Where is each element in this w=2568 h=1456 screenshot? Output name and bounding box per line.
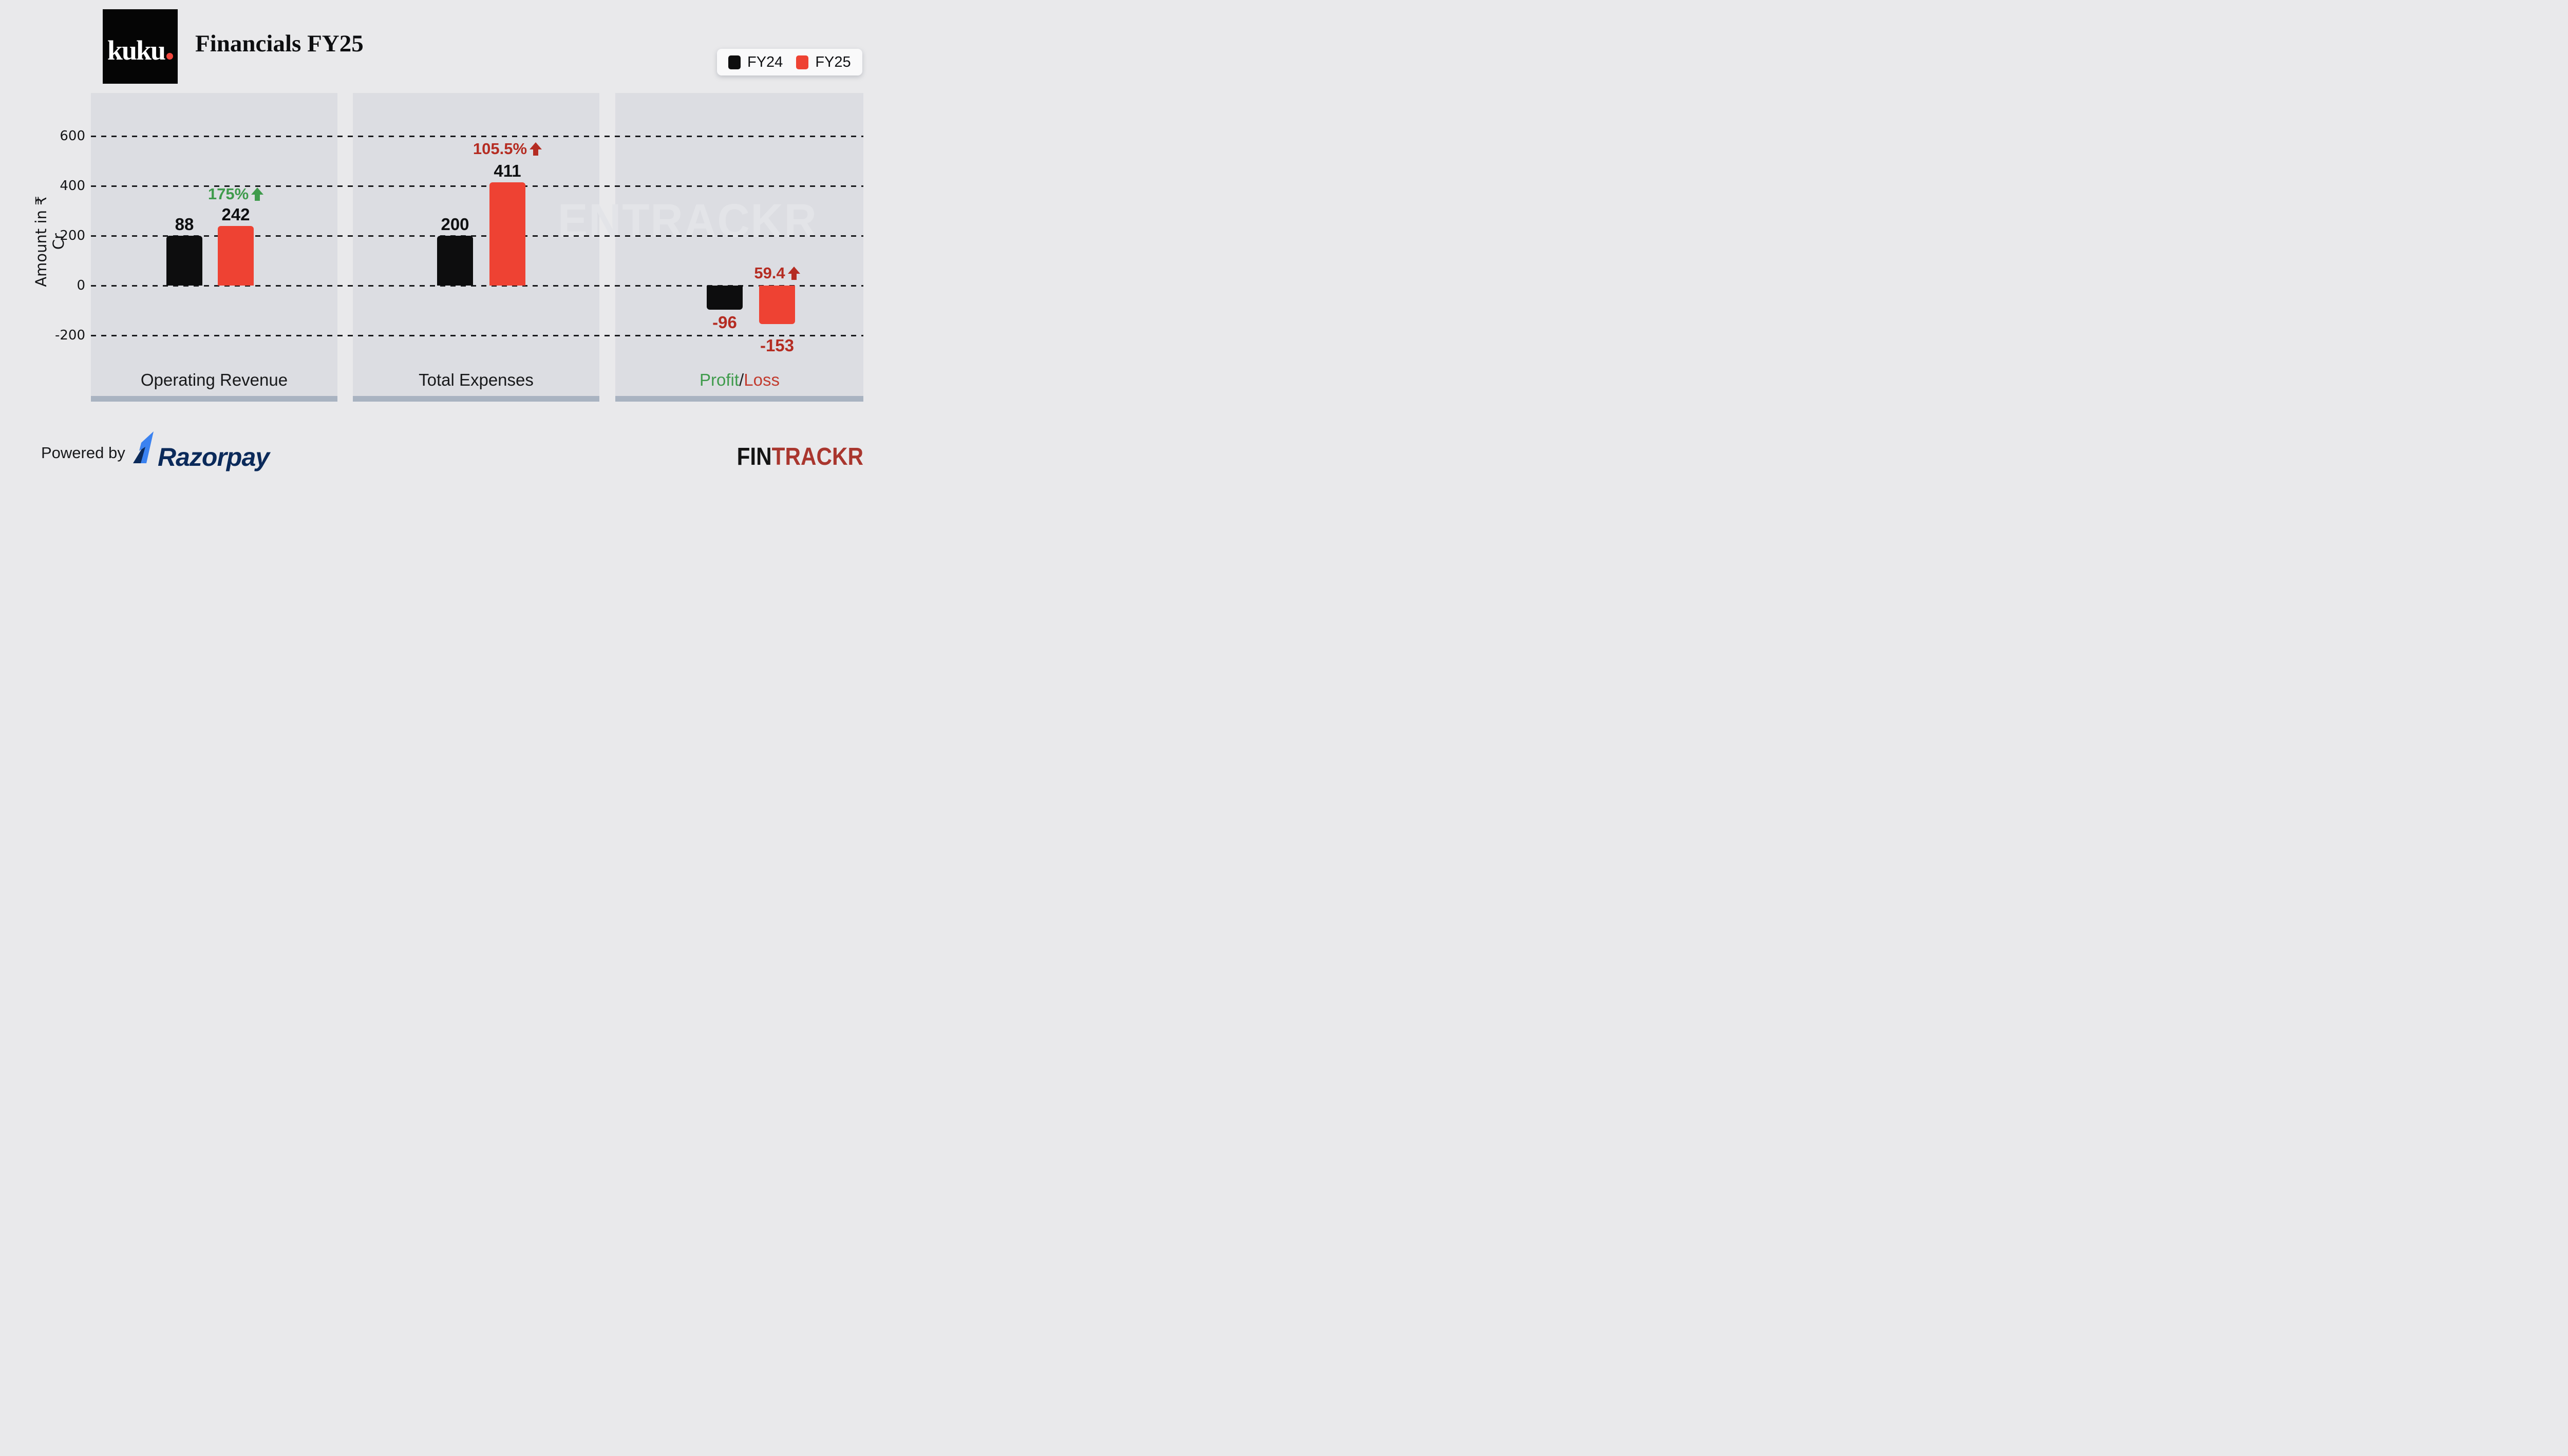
razorpay-wordmark: Razorpay — [158, 443, 270, 471]
y-tick-600: 600 — [60, 128, 85, 144]
legend: FY24 FY25 — [717, 49, 862, 75]
fintrackr-logo: FINTRACKR — [737, 445, 863, 469]
fintrackr-fin: FIN — [737, 443, 772, 470]
category-label-profit-loss: Profit/Loss — [637, 370, 842, 390]
powered-by-label: Powered by — [41, 444, 125, 462]
change-label-profit-loss: 59.4 — [754, 264, 785, 282]
y-tick-minus-200: -200 — [54, 328, 85, 343]
gridline-minus-200 — [91, 335, 863, 336]
gridline-600 — [91, 136, 863, 137]
razorpay-logo: Razorpay — [131, 431, 270, 470]
fintrackr-trackr: TRACKR — [771, 443, 863, 470]
change-badge-profit-loss: 59.4 — [731, 264, 823, 282]
value-label-total-expenses-fy24: 200 — [441, 215, 469, 234]
change-label-total-expenses: 105.5% — [473, 140, 527, 158]
change-badge-operating-revenue: 175% — [190, 185, 282, 203]
bar-operating-revenue-fy24 — [166, 236, 202, 286]
panel-profit-loss — [615, 93, 863, 402]
financials-infographic: kuku Financials FY25 FY24 FY25 ENTRACKR … — [0, 0, 913, 485]
legend-swatch-fy25 — [796, 55, 809, 69]
legend-label-fy24: FY24 — [747, 53, 783, 70]
kuku-logo-word: kuku — [107, 34, 166, 66]
gridline-200 — [91, 235, 863, 237]
kuku-logo: kuku — [103, 9, 178, 84]
gridline-400 — [91, 185, 863, 187]
category-label-profit: Profit — [700, 370, 740, 389]
up-arrow-icon — [787, 266, 800, 280]
logo-dot-icon — [166, 52, 174, 60]
category-label-loss: Loss — [744, 370, 780, 389]
bar-profit-loss-fy25 — [759, 286, 795, 324]
value-label-operating-revenue-fy24: 88 — [175, 215, 194, 234]
legend-label-fy25: FY25 — [815, 53, 851, 70]
change-badge-total-expenses: 105.5% — [461, 140, 554, 158]
change-label-operating-revenue: 175% — [207, 185, 249, 203]
y-tick-400: 400 — [60, 178, 85, 194]
category-label-slash: / — [739, 370, 744, 389]
up-arrow-icon — [251, 187, 264, 201]
category-label-operating-revenue: Operating Revenue — [140, 370, 288, 389]
kuku-logo-text: kuku — [107, 29, 174, 66]
panel-total-expenses — [353, 93, 599, 402]
panel-operating-revenue — [91, 93, 337, 402]
legend-swatch-fy24 — [728, 55, 741, 69]
bar-total-expenses-fy24 — [437, 236, 473, 286]
y-tick-200: 200 — [60, 228, 85, 243]
value-label-total-expenses-fy25: 411 — [494, 161, 521, 180]
page-title: Financials FY25 — [195, 30, 364, 57]
razorpay-arrow-icon — [133, 431, 154, 463]
y-tick-0: 0 — [77, 278, 85, 293]
value-label-profit-loss-fy24: -96 — [712, 313, 737, 332]
bar-operating-revenue-fy25 — [218, 226, 254, 286]
watermark: ENTRACKR — [558, 195, 818, 247]
gridline-0 — [91, 285, 863, 287]
bar-profit-loss-fy24 — [707, 286, 743, 310]
value-label-operating-revenue-fy25: 242 — [221, 205, 250, 224]
category-label-total-expenses: Total Expenses — [419, 370, 534, 389]
value-label-profit-loss-fy25: -153 — [760, 336, 795, 355]
bar-total-expenses-fy25 — [489, 182, 525, 286]
up-arrow-icon — [530, 142, 542, 156]
